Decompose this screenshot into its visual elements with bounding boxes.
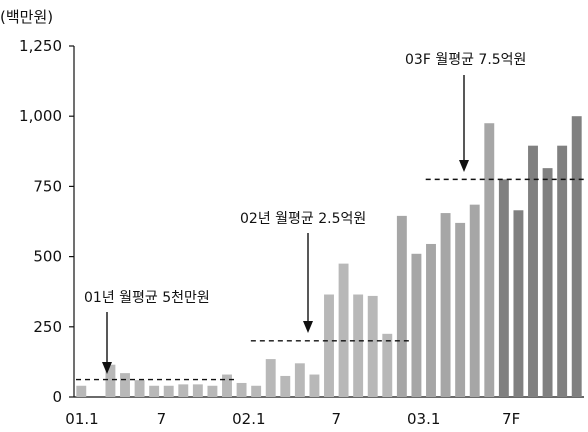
bar: [265, 359, 276, 397]
bar: [236, 382, 247, 397]
bar: [338, 263, 349, 397]
annotations: 01년 월평균 5천만원 02년 월평균 2.5억원 03F 월평균 7.5억원: [76, 52, 584, 381]
bar: [178, 384, 189, 397]
bar: [396, 215, 407, 397]
bar: [484, 123, 495, 397]
bar: [134, 380, 145, 397]
x-tick-label: 7F: [502, 410, 520, 428]
y-tick-label: 750: [33, 177, 62, 195]
y-tick-label: 0: [52, 388, 62, 406]
bar: [382, 333, 393, 397]
unit-label: (백만원): [0, 8, 53, 26]
x-tick-label: 01.1: [65, 410, 98, 428]
bar: [192, 384, 203, 397]
arrow-head: [459, 160, 469, 172]
bar: [528, 145, 538, 397]
bar: [280, 375, 291, 397]
bar: [571, 116, 582, 397]
annotation-label: 03F 월평균 7.5억원: [405, 52, 526, 68]
bar: [207, 385, 218, 397]
bar: [411, 253, 422, 397]
bar: [367, 295, 378, 397]
bar: [324, 294, 334, 397]
bars: [76, 116, 582, 397]
bar: [251, 385, 262, 397]
y-tick-label: 500: [33, 248, 62, 266]
x-tick-label: 02.1: [232, 410, 265, 428]
bar: [120, 373, 130, 397]
x-tick-label: 7: [332, 410, 342, 428]
annotation-label: 02년 월평균 2.5억원: [240, 211, 366, 227]
bar: [513, 210, 524, 397]
y-tick-label: 250: [33, 318, 62, 336]
x-tick-label: 03.1: [407, 410, 440, 428]
arrow-head: [102, 362, 112, 374]
bar: [163, 385, 174, 397]
y-tick-label: 1,000: [19, 107, 62, 125]
bar: [309, 374, 320, 397]
x-tick-label: 7: [157, 410, 167, 428]
bar: [353, 294, 364, 397]
bar: [440, 213, 451, 397]
y-tick-label: 1,250: [19, 37, 62, 55]
arrow-head: [303, 321, 313, 333]
bar: [557, 145, 568, 397]
axes: 1,250 1,000 750 500 250 001.1 7 02.1 7 03.1 7F: [19, 37, 584, 428]
bar: [76, 385, 87, 397]
bar: [455, 222, 466, 397]
bar: [105, 364, 116, 397]
bar: [426, 243, 436, 397]
bar: [222, 374, 232, 397]
bar: [294, 363, 305, 397]
bar: [542, 168, 553, 397]
bar: [469, 204, 480, 397]
annotation-label: 01년 월평균 5천만원: [84, 290, 210, 306]
bar: [149, 385, 160, 397]
bar: [498, 179, 509, 397]
